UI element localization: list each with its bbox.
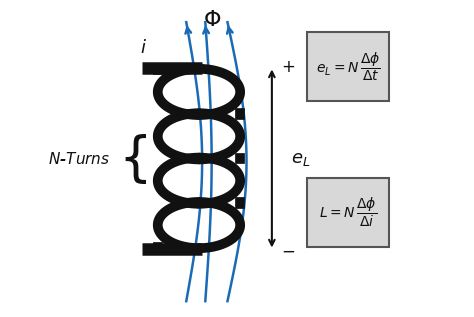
Text: $\Phi$: $\Phi$ (202, 10, 221, 29)
FancyBboxPatch shape (307, 178, 389, 247)
Text: $\{$: $\{$ (118, 132, 147, 185)
Text: $\it{i}$: $\it{i}$ (140, 39, 147, 57)
Text: $\it{N}$-$\it{Turns}$: $\it{N}$-$\it{Turns}$ (48, 151, 110, 166)
Text: $-$: $-$ (282, 242, 295, 259)
Text: $+$: $+$ (282, 58, 295, 75)
Text: $L = N\,\dfrac{\Delta\phi}{\Delta i}$: $L = N\,\dfrac{\Delta\phi}{\Delta i}$ (319, 196, 377, 229)
FancyBboxPatch shape (307, 32, 389, 101)
Text: $e_L$: $e_L$ (291, 150, 310, 167)
Text: $e_L = N\,\dfrac{\Delta\phi}{\Delta t}$: $e_L = N\,\dfrac{\Delta\phi}{\Delta t}$ (316, 50, 380, 83)
